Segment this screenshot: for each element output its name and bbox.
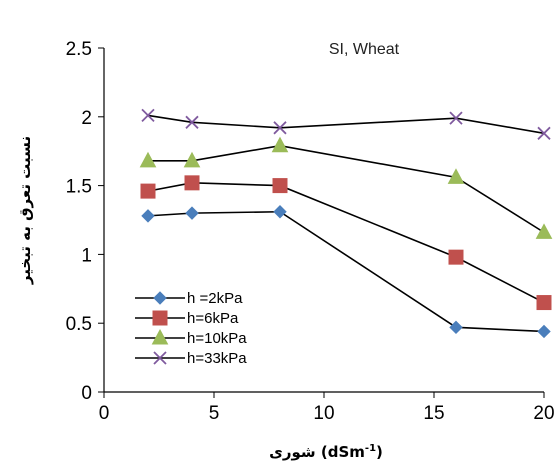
y-tick-label: 0.5 bbox=[66, 314, 92, 335]
legend-item: h=33kPa bbox=[135, 350, 247, 367]
y-tick-label: 0 bbox=[81, 383, 92, 404]
legend-marker bbox=[153, 291, 167, 305]
x-tick-label: 5 bbox=[209, 403, 220, 424]
x-tick-label: 10 bbox=[313, 403, 334, 424]
data-point bbox=[185, 206, 199, 220]
legend-label: h=6kPa bbox=[187, 310, 239, 327]
series-2 bbox=[140, 175, 552, 311]
x-marker-stroke bbox=[449, 111, 463, 125]
x-tick-label: 0 bbox=[99, 403, 110, 424]
x-marker-stroke bbox=[537, 126, 551, 140]
data-point bbox=[449, 111, 463, 125]
y-axis-label: نسبت تعرق به تبخیر bbox=[16, 136, 34, 285]
x-axis-label-unit: (dSm bbox=[321, 443, 365, 461]
legend-label: h =2kPa bbox=[187, 290, 243, 307]
legend-marker bbox=[151, 328, 169, 345]
series-line bbox=[147, 114, 545, 135]
x-axis-label: شوری (dSm-1) bbox=[269, 443, 383, 461]
data-point bbox=[273, 205, 287, 219]
legend: h =2kPa h=6kPa h=10kPa h=33kPa bbox=[135, 290, 247, 367]
data-point bbox=[184, 175, 200, 191]
y-tick-label: 1.5 bbox=[66, 177, 92, 198]
data-point bbox=[273, 121, 287, 135]
x-axis-label-word: شوری bbox=[269, 443, 316, 461]
data-point bbox=[535, 223, 553, 239]
x-tick-label: 20 bbox=[533, 403, 554, 424]
data-point bbox=[449, 320, 463, 335]
series-line bbox=[148, 144, 545, 234]
legend-label: h=10kPa bbox=[187, 330, 247, 347]
data-point bbox=[141, 108, 155, 123]
x-marker-stroke bbox=[141, 108, 155, 123]
legend-item: h=6kPa bbox=[135, 310, 239, 327]
data-point bbox=[537, 126, 551, 140]
data-point bbox=[183, 151, 201, 168]
y-tick-label: 2 bbox=[81, 108, 92, 129]
y-tick-label: 1 bbox=[81, 245, 92, 266]
x-marker-stroke bbox=[273, 121, 287, 135]
legend-marker bbox=[152, 310, 168, 326]
data-point bbox=[272, 178, 288, 194]
data-point bbox=[271, 136, 289, 153]
axes: 0 0.5 1 1.5 2 2.5 0 5 10 15 20 bbox=[66, 39, 555, 424]
data-point bbox=[537, 324, 551, 339]
x-axis-label-sup: -1 bbox=[365, 443, 376, 454]
legend-marker bbox=[153, 351, 167, 365]
y-tick-label: 2.5 bbox=[66, 39, 92, 60]
legend-label: h=33kPa bbox=[187, 350, 247, 367]
data-point bbox=[536, 295, 552, 311]
data-point bbox=[448, 249, 464, 265]
chart-title: SI, Wheat bbox=[329, 41, 400, 58]
data-point bbox=[141, 209, 155, 223]
data-point bbox=[447, 168, 465, 184]
x-tick-label: 15 bbox=[423, 403, 444, 424]
data-point bbox=[140, 183, 156, 199]
legend-item: h =2kPa bbox=[135, 290, 243, 307]
series-line bbox=[147, 182, 545, 304]
data-point bbox=[139, 151, 157, 168]
x-marker-stroke bbox=[153, 351, 167, 365]
x-axis-label-close: ) bbox=[376, 443, 383, 461]
series-1 bbox=[141, 205, 551, 339]
series-group bbox=[139, 108, 553, 339]
x-marker-stroke bbox=[185, 115, 199, 129]
series-4 bbox=[141, 108, 551, 140]
legend-item: h=10kPa bbox=[135, 328, 247, 347]
series-3 bbox=[139, 136, 553, 239]
data-point bbox=[185, 115, 199, 129]
